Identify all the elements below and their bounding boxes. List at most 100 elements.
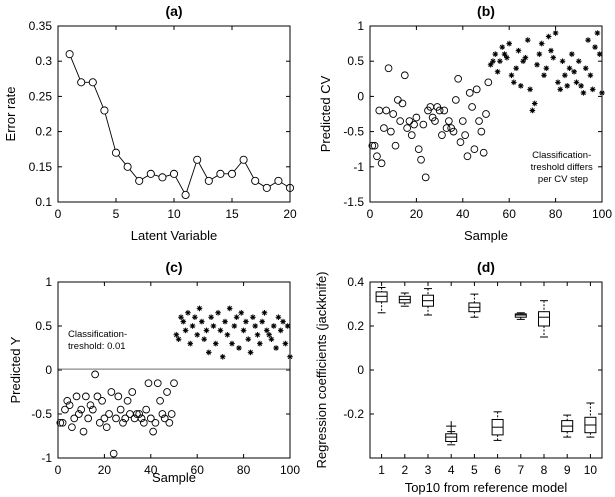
box-outlier xyxy=(446,421,457,432)
panel-c-star-point xyxy=(185,310,191,316)
panel-b-point xyxy=(384,64,393,73)
panel-a-point xyxy=(251,176,260,185)
panel-c-star-point xyxy=(217,327,224,334)
panel-a-point xyxy=(123,162,132,171)
panel-c-ytick-label: 0 xyxy=(45,363,52,377)
panel-b-point xyxy=(407,131,416,139)
panel-b-star-point xyxy=(552,30,559,36)
panel-b-point xyxy=(382,106,391,115)
panel-c-star-point xyxy=(257,340,263,347)
panel-b-point xyxy=(479,148,488,157)
panel-c-star-point xyxy=(236,345,242,351)
panel-b-star-point xyxy=(524,37,531,43)
panel-a-xtick-label: 15 xyxy=(225,207,239,221)
panel-b-point xyxy=(414,145,423,154)
panel-c-point xyxy=(160,414,169,423)
panel-c-frame xyxy=(57,281,291,459)
panel-b-point xyxy=(389,110,398,118)
panel-b-star-point xyxy=(499,44,506,50)
panel-d-title: (d) xyxy=(477,259,495,275)
panel-d: (d) Top10 from reference model Regressio… xyxy=(314,259,603,495)
panel-d-box-6 xyxy=(491,411,504,441)
panel-d-box-3 xyxy=(422,288,434,316)
panel-b-star-point xyxy=(513,65,519,72)
panel-b-point xyxy=(477,127,486,136)
panel-b-point xyxy=(482,110,490,118)
panel-b-ytick-label: -0.5 xyxy=(343,125,364,139)
panel-b-star-point xyxy=(578,83,584,89)
panel-c-star-point xyxy=(266,332,272,338)
panel-b-star-point xyxy=(538,40,545,47)
panel-c-star-point xyxy=(250,314,256,320)
panel-c-star-point xyxy=(206,349,212,356)
panel-b-star-point xyxy=(490,58,496,64)
panel-c-xtick-label: 20 xyxy=(98,463,112,477)
box-body xyxy=(445,433,458,443)
panel-d-ytick-label: 0.2 xyxy=(347,319,364,333)
panel-b-star-point xyxy=(529,107,536,114)
panel-b-star-point xyxy=(550,54,557,61)
panel-b-star-point xyxy=(564,83,570,89)
panel-c-point xyxy=(58,418,67,427)
panel-d-xtick-label: 5 xyxy=(471,463,478,477)
panel-b-xtick-label: 0 xyxy=(367,207,374,221)
panel-c-xtick-label: 40 xyxy=(144,463,158,477)
panel-a-xtick-label: 0 xyxy=(55,207,62,221)
panel-a-point xyxy=(169,169,179,178)
panel-c-star-point xyxy=(196,305,203,312)
panel-b-point xyxy=(475,117,483,125)
panel-c-point xyxy=(70,414,79,423)
box-body xyxy=(514,313,527,318)
panel-b-plot xyxy=(368,30,605,182)
panel-c-star-point xyxy=(282,340,289,347)
panel-b-star-point xyxy=(536,51,543,57)
panel-b-star-point xyxy=(548,47,554,54)
panel-b-ylabel: Predicted CV xyxy=(318,75,333,152)
panel-c-star-point xyxy=(187,340,194,347)
panel-c-star-point xyxy=(219,354,226,360)
panel-d-box-2 xyxy=(398,292,411,307)
panel-b-point xyxy=(377,159,386,168)
panel-c-star-point xyxy=(192,314,198,320)
panel-b-ytick-label: 0 xyxy=(357,89,364,103)
panel-b-xtick-label: 100 xyxy=(592,207,612,221)
panel-c-point xyxy=(121,414,130,423)
panel-b-star-point xyxy=(596,51,603,57)
panel-a-xtick-label: 5 xyxy=(113,207,120,221)
panel-c-point xyxy=(153,379,162,388)
panel-b-xtick-label: 80 xyxy=(549,207,563,221)
panel-a-ytick-label: 0.15 xyxy=(29,160,53,174)
panel-c-star-point xyxy=(233,314,240,320)
panel-b-xtick-label: 40 xyxy=(456,207,470,221)
panel-a-xtick-label: 10 xyxy=(167,207,181,221)
panel-a: (a) Latent Variable Error rate 0 5 10 15 200… xyxy=(3,3,297,243)
panel-c-xtick-label: 0 xyxy=(55,463,62,477)
panel-c-point xyxy=(98,396,106,405)
panel-b-star-point xyxy=(569,51,575,57)
panel-b-star-point xyxy=(589,86,596,93)
panel-a-ticks: 0 5 10 15 20 0.1 0.15 0.2 0.25 0.3 0.35 xyxy=(29,19,297,221)
panel-b-annotation-line-2: treshold differs xyxy=(531,162,593,173)
panel-c-star-point xyxy=(175,336,182,342)
panel-d-frame xyxy=(369,281,603,459)
panel-c-point xyxy=(105,410,113,418)
panel-b-star-point xyxy=(573,79,580,86)
panel-a-point xyxy=(262,183,271,192)
panel-c-xlabel: Sample xyxy=(152,470,196,485)
panel-b-point xyxy=(380,124,388,132)
panel-b-star-point xyxy=(585,37,591,43)
panel-b-star-point xyxy=(545,33,552,40)
panel-b-point xyxy=(484,78,493,87)
panel-b-star-point xyxy=(592,44,598,50)
panel-b-point xyxy=(445,117,453,125)
panel-c-star-point xyxy=(275,314,282,320)
panel-c-star-point xyxy=(226,305,233,312)
panel-c-star-point xyxy=(243,318,249,325)
panel-a-point xyxy=(100,106,109,115)
panel-c-star-point xyxy=(210,323,217,329)
panel-b-star-point xyxy=(566,65,573,72)
panel-b-frame xyxy=(369,25,603,203)
panel-a-point xyxy=(158,173,167,182)
panel-b-point xyxy=(458,117,467,125)
panel-b-point xyxy=(412,113,421,122)
